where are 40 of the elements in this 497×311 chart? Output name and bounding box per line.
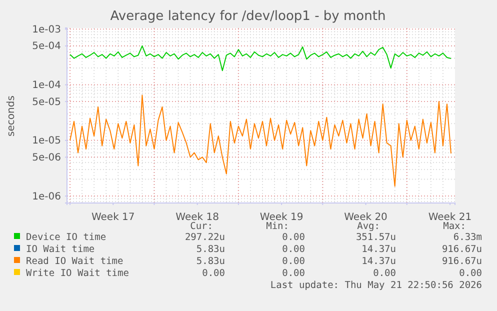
text: 14.37u	[362, 256, 396, 267]
text: 0.00	[459, 268, 482, 279]
legend-label: Write IO Wait time	[26, 268, 130, 279]
text: 0.00	[373, 268, 396, 279]
x-tick-label: Week 20	[344, 212, 388, 224]
text: 14.37u	[362, 244, 396, 255]
text: 0.00	[282, 232, 306, 243]
y-axis-title: seconds	[6, 96, 17, 136]
y-tick-label: 5e-05	[32, 96, 61, 108]
x-tick-label: Week 18	[176, 212, 219, 224]
legend-label: IO Wait time	[26, 244, 95, 255]
text: 916.67u	[442, 256, 482, 267]
legend-label: Read IO Wait time	[26, 256, 124, 267]
x-tick-label: Week 21	[428, 212, 472, 224]
y-tick-label: 5e-06	[32, 152, 61, 164]
text: 5.83u	[196, 244, 225, 255]
text: Last update: Thu May 21 22:50:56 2026	[270, 280, 482, 291]
line-series	[70, 94, 452, 187]
text: 0.00	[282, 256, 306, 267]
text: Max:	[443, 221, 466, 232]
y-tick-label: 1e-06	[32, 191, 61, 202]
text: 916.67u	[442, 244, 482, 255]
chart-title: Average latency for /dev/loop1 - by month	[110, 9, 386, 24]
text: 297.22u	[184, 232, 225, 243]
x-tick-label: Week 17	[91, 212, 135, 224]
y-tick-label: 5e-04	[32, 41, 61, 52]
y-tick-label: 1e-05	[32, 136, 61, 147]
y-tick-label: 1e-03	[32, 24, 61, 36]
legend-label: Device IO time	[26, 232, 106, 243]
text: 0.00	[282, 244, 306, 255]
text: 6.33m	[453, 232, 482, 243]
text: 5.83u	[196, 256, 225, 267]
text: 0.00	[282, 268, 306, 279]
text: Avg:	[357, 221, 380, 232]
text: Cur:	[190, 221, 213, 232]
text: 0.00	[202, 268, 226, 279]
y-tick-label: 1e-04	[32, 80, 61, 92]
text: Min:	[266, 221, 289, 232]
line-series	[70, 45, 452, 72]
text: 351.57u	[356, 232, 396, 243]
